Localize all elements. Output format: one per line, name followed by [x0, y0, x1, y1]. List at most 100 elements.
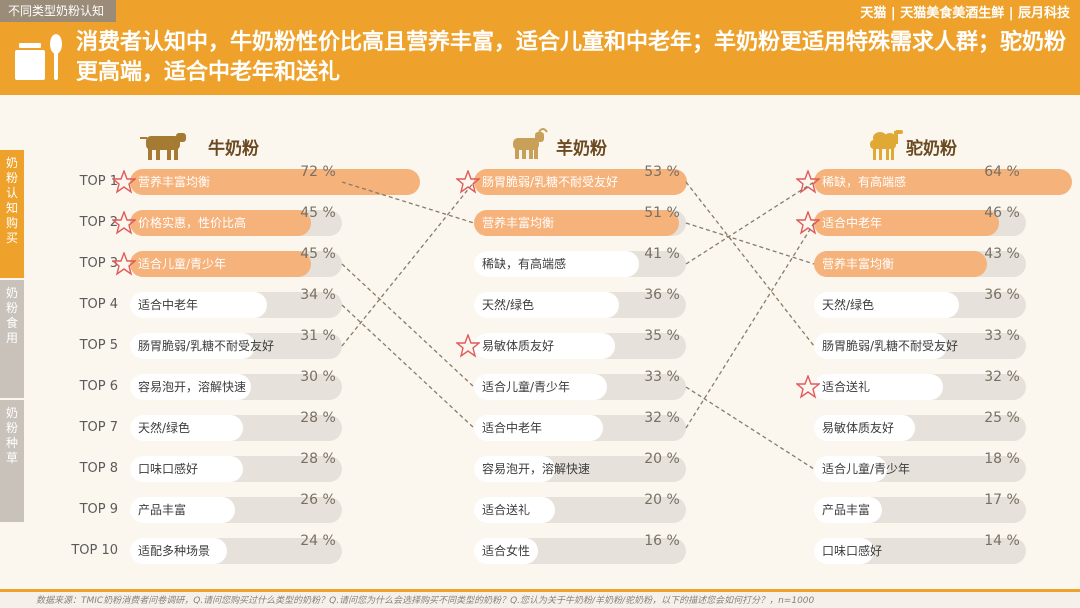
sidenav-item-label: 奶粉食用	[5, 286, 18, 345]
star-icon	[456, 170, 480, 194]
bar-track: 适合中老年	[130, 292, 342, 318]
goat-icon	[513, 128, 548, 159]
header-banner	[0, 0, 1080, 95]
bar-label: 营养丰富均衡	[482, 216, 555, 230]
bar	[814, 538, 874, 564]
bar-label: 适合儿童/青少年	[138, 257, 227, 271]
bar-track: 口味口感好	[130, 456, 342, 482]
rank-label: TOP 4	[79, 297, 118, 312]
value-label: 24 %	[300, 533, 336, 549]
bar-track: 口味口感好	[814, 538, 1026, 564]
star-icon	[112, 211, 136, 235]
bar-label: 适配多种场景	[138, 544, 211, 558]
value-label: 25 %	[984, 410, 1020, 426]
bar-track: 稀缺，有高端感	[474, 251, 686, 277]
value-label: 32 %	[644, 410, 680, 426]
value-label: 20 %	[644, 451, 680, 467]
bar-track: 营养丰富均衡	[474, 210, 686, 236]
value-label: 33 %	[984, 328, 1020, 344]
cup-spoon-icon	[15, 34, 62, 80]
value-label: 43 %	[984, 246, 1020, 262]
bar-track: 适合儿童/青少年	[474, 374, 686, 400]
bar	[130, 333, 255, 359]
rank-link-line	[685, 181, 815, 265]
value-label: 16 %	[644, 533, 680, 549]
bar-label: 肠胃脆弱/乳糖不耐受友好	[822, 339, 959, 353]
value-label: 34 %	[300, 287, 336, 303]
column-title: 牛奶粉	[208, 139, 259, 159]
bar-label: 口味口感好	[138, 462, 199, 476]
rank-link-line	[685, 386, 815, 470]
bar	[814, 169, 1072, 195]
bar-label: 天然/绿色	[138, 421, 191, 435]
bar	[814, 292, 959, 318]
value-label: 28 %	[300, 451, 336, 467]
bar	[130, 497, 235, 523]
bar-track: 产品丰富	[814, 497, 1026, 523]
bar-label: 价格实惠，性价比高	[138, 216, 247, 230]
value-label: 46 %	[984, 205, 1020, 221]
bar-label: 适合儿童/青少年	[822, 462, 911, 476]
footer-divider	[0, 589, 1080, 592]
star-icon	[112, 252, 136, 276]
rank-label: TOP 9	[79, 502, 118, 517]
bar-track: 适合送礼	[474, 497, 686, 523]
bar-label: 适合送礼	[482, 503, 531, 517]
rank-link-line	[685, 222, 815, 429]
value-label: 33 %	[644, 369, 680, 385]
bar-track: 肠胃脆弱/乳糖不耐受友好	[814, 333, 1026, 359]
sidenav-item-recommendation[interactable]: 奶粉种草	[0, 400, 24, 522]
bar-label: 适合儿童/青少年	[482, 380, 571, 394]
bar-track: 肠胃脆弱/乳糖不耐受友好	[130, 333, 342, 359]
data-source-note: 数据来源：TMIC奶粉消费者问卷调研，Q.请问您购买过什么类型的奶粉？Q.请问您…	[36, 596, 815, 606]
bar-label: 肠胃脆弱/乳糖不耐受友好	[482, 175, 619, 189]
sidenav-item-consumption[interactable]: 奶粉食用	[0, 280, 24, 398]
bar	[474, 292, 619, 318]
bar-label: 容易泡开，溶解快速	[482, 462, 591, 476]
star-icon	[112, 170, 136, 194]
value-label: 17 %	[984, 492, 1020, 508]
rank-link-line	[341, 263, 475, 388]
value-label: 20 %	[644, 492, 680, 508]
rank-label: TOP 1	[79, 174, 118, 189]
bar	[474, 333, 615, 359]
bar	[814, 251, 987, 277]
bar-label: 适合中老年	[822, 216, 883, 230]
bar-label: 天然/绿色	[822, 298, 875, 312]
bar-label: 营养丰富均衡	[822, 257, 895, 271]
rank-link-line	[685, 181, 815, 347]
sidenav-item-label: 奶粉种草	[5, 406, 18, 465]
bar	[130, 415, 243, 441]
bar-track: 稀缺，有高端感	[814, 169, 1072, 195]
sidenav-item-cognition-purchase[interactable]: 奶粉认知购买	[0, 150, 24, 278]
bar-label: 适合中老年	[482, 421, 543, 435]
star-icon	[796, 170, 820, 194]
bar	[814, 374, 943, 400]
value-label: 36 %	[984, 287, 1020, 303]
bar	[130, 538, 227, 564]
bar	[814, 497, 882, 523]
value-label: 31 %	[300, 328, 336, 344]
bar	[814, 333, 947, 359]
bar-track: 营养丰富均衡	[814, 251, 1026, 277]
bar	[814, 456, 887, 482]
cow-icon	[140, 133, 186, 160]
value-label: 41 %	[644, 246, 680, 262]
value-label: 32 %	[984, 369, 1020, 385]
bar	[130, 210, 311, 236]
rank-label: TOP 10	[71, 543, 118, 558]
rank-label: TOP 2	[79, 215, 118, 230]
bar-track: 易敏体质友好	[474, 333, 686, 359]
bar-track: 适合儿童/青少年	[130, 251, 342, 277]
bar	[474, 169, 687, 195]
bar-track: 容易泡开，溶解快速	[130, 374, 342, 400]
value-label: 36 %	[644, 287, 680, 303]
bar-label: 易敏体质友好	[822, 421, 895, 435]
value-label: 64 %	[984, 164, 1020, 180]
bar-track: 易敏体质友好	[814, 415, 1026, 441]
bar-label: 易敏体质友好	[482, 339, 555, 353]
star-icon	[796, 211, 820, 235]
rank-label: TOP 5	[79, 338, 118, 353]
star-icon	[456, 334, 480, 358]
bar-track: 价格实惠，性价比高	[130, 210, 342, 236]
